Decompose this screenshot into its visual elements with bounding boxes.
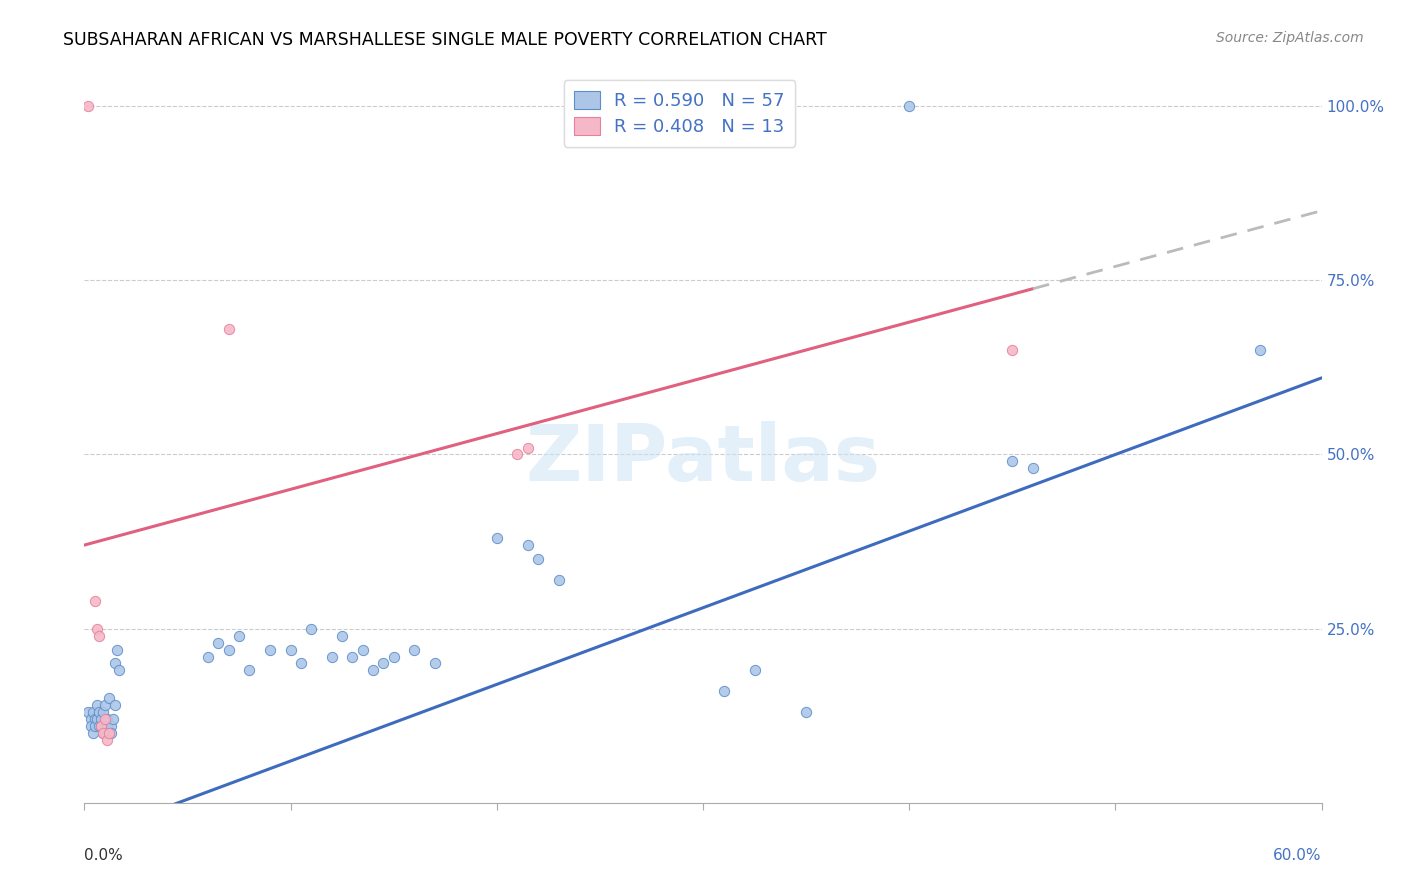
Text: Source: ZipAtlas.com: Source: ZipAtlas.com: [1216, 31, 1364, 45]
Point: [898, 99, 921, 113]
Point: [382, 649, 405, 664]
Point: [330, 629, 353, 643]
Point: [373, 657, 395, 671]
Point: [516, 538, 538, 552]
Point: [108, 664, 131, 678]
Point: [280, 642, 302, 657]
Point: [87, 629, 110, 643]
Point: [87, 705, 110, 719]
Point: [1001, 343, 1024, 357]
Point: [96, 733, 118, 747]
Point: [90, 712, 112, 726]
Point: [794, 705, 817, 719]
Point: [1249, 343, 1271, 357]
Point: [527, 552, 550, 566]
Point: [105, 642, 128, 657]
Point: [91, 705, 114, 719]
Point: [94, 712, 117, 726]
Point: [299, 622, 322, 636]
Point: [259, 642, 281, 657]
Point: [744, 664, 766, 678]
Point: [86, 622, 108, 636]
Point: [404, 642, 426, 657]
Point: [94, 698, 117, 713]
Point: [98, 726, 121, 740]
Point: [91, 726, 114, 740]
Point: [104, 657, 127, 671]
Point: [86, 698, 108, 713]
Point: [77, 705, 100, 719]
Point: [77, 99, 100, 113]
Point: [79, 719, 101, 733]
Point: [485, 531, 508, 545]
Point: [83, 594, 105, 608]
Point: [100, 719, 122, 733]
Point: [98, 726, 121, 740]
Text: SUBSAHARAN AFRICAN VS MARSHALLESE SINGLE MALE POVERTY CORRELATION CHART: SUBSAHARAN AFRICAN VS MARSHALLESE SINGLE…: [63, 31, 827, 49]
Point: [1001, 454, 1024, 468]
Point: [352, 642, 374, 657]
Point: [290, 657, 312, 671]
Point: [1022, 461, 1045, 475]
Point: [713, 684, 735, 698]
Point: [86, 712, 108, 726]
Point: [96, 712, 118, 726]
Point: [82, 705, 104, 719]
Point: [506, 448, 529, 462]
Point: [103, 712, 125, 726]
Point: [100, 726, 122, 740]
Point: [79, 712, 101, 726]
Point: [98, 691, 121, 706]
Text: ZIPatlas: ZIPatlas: [526, 421, 880, 497]
Point: [87, 719, 110, 733]
Point: [90, 719, 112, 733]
Point: [96, 719, 118, 733]
Legend: R = 0.590   N = 57, R = 0.408   N = 13: R = 0.590 N = 57, R = 0.408 N = 13: [564, 80, 796, 147]
Point: [238, 664, 260, 678]
Point: [83, 719, 105, 733]
Point: [218, 642, 240, 657]
Point: [321, 649, 343, 664]
Point: [82, 726, 104, 740]
Point: [94, 726, 117, 740]
Point: [207, 635, 229, 649]
Point: [90, 719, 112, 733]
Point: [91, 726, 114, 740]
Point: [361, 664, 384, 678]
Point: [342, 649, 364, 664]
Point: [83, 712, 105, 726]
Point: [218, 322, 240, 336]
Text: 60.0%: 60.0%: [1274, 848, 1322, 863]
Point: [516, 441, 538, 455]
Text: 0.0%: 0.0%: [84, 848, 124, 863]
Point: [547, 573, 569, 587]
Point: [104, 698, 127, 713]
Point: [423, 657, 446, 671]
Point: [197, 649, 219, 664]
Point: [228, 629, 250, 643]
